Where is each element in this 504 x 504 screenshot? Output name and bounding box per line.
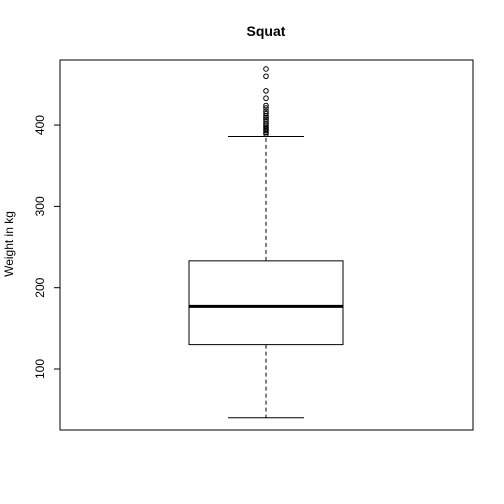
outlier-point xyxy=(263,66,269,72)
y-tick-label: 100 xyxy=(33,359,47,379)
outlier-point xyxy=(263,123,269,129)
iqr-box xyxy=(188,260,344,346)
outlier-point xyxy=(263,102,269,109)
y-axis-label: Weight in kg xyxy=(2,211,16,277)
outlier-point xyxy=(263,116,269,123)
outlier-point xyxy=(263,110,269,117)
y-tick-label: 400 xyxy=(33,115,47,135)
outlier-point xyxy=(263,88,269,94)
outlier-point xyxy=(263,105,269,111)
outlier-point xyxy=(263,108,269,115)
box-layer xyxy=(188,66,344,419)
outlier-point xyxy=(263,119,269,125)
outlier-point xyxy=(263,114,269,121)
y-tick-label: 300 xyxy=(33,196,47,216)
outlier-point xyxy=(263,124,269,131)
chart-title: Squat xyxy=(247,23,286,39)
outlier-point xyxy=(263,95,269,102)
y-axis: 100 200 300 400 xyxy=(33,115,61,379)
y-tick-label: 200 xyxy=(33,277,47,297)
outlier-point xyxy=(263,73,269,80)
